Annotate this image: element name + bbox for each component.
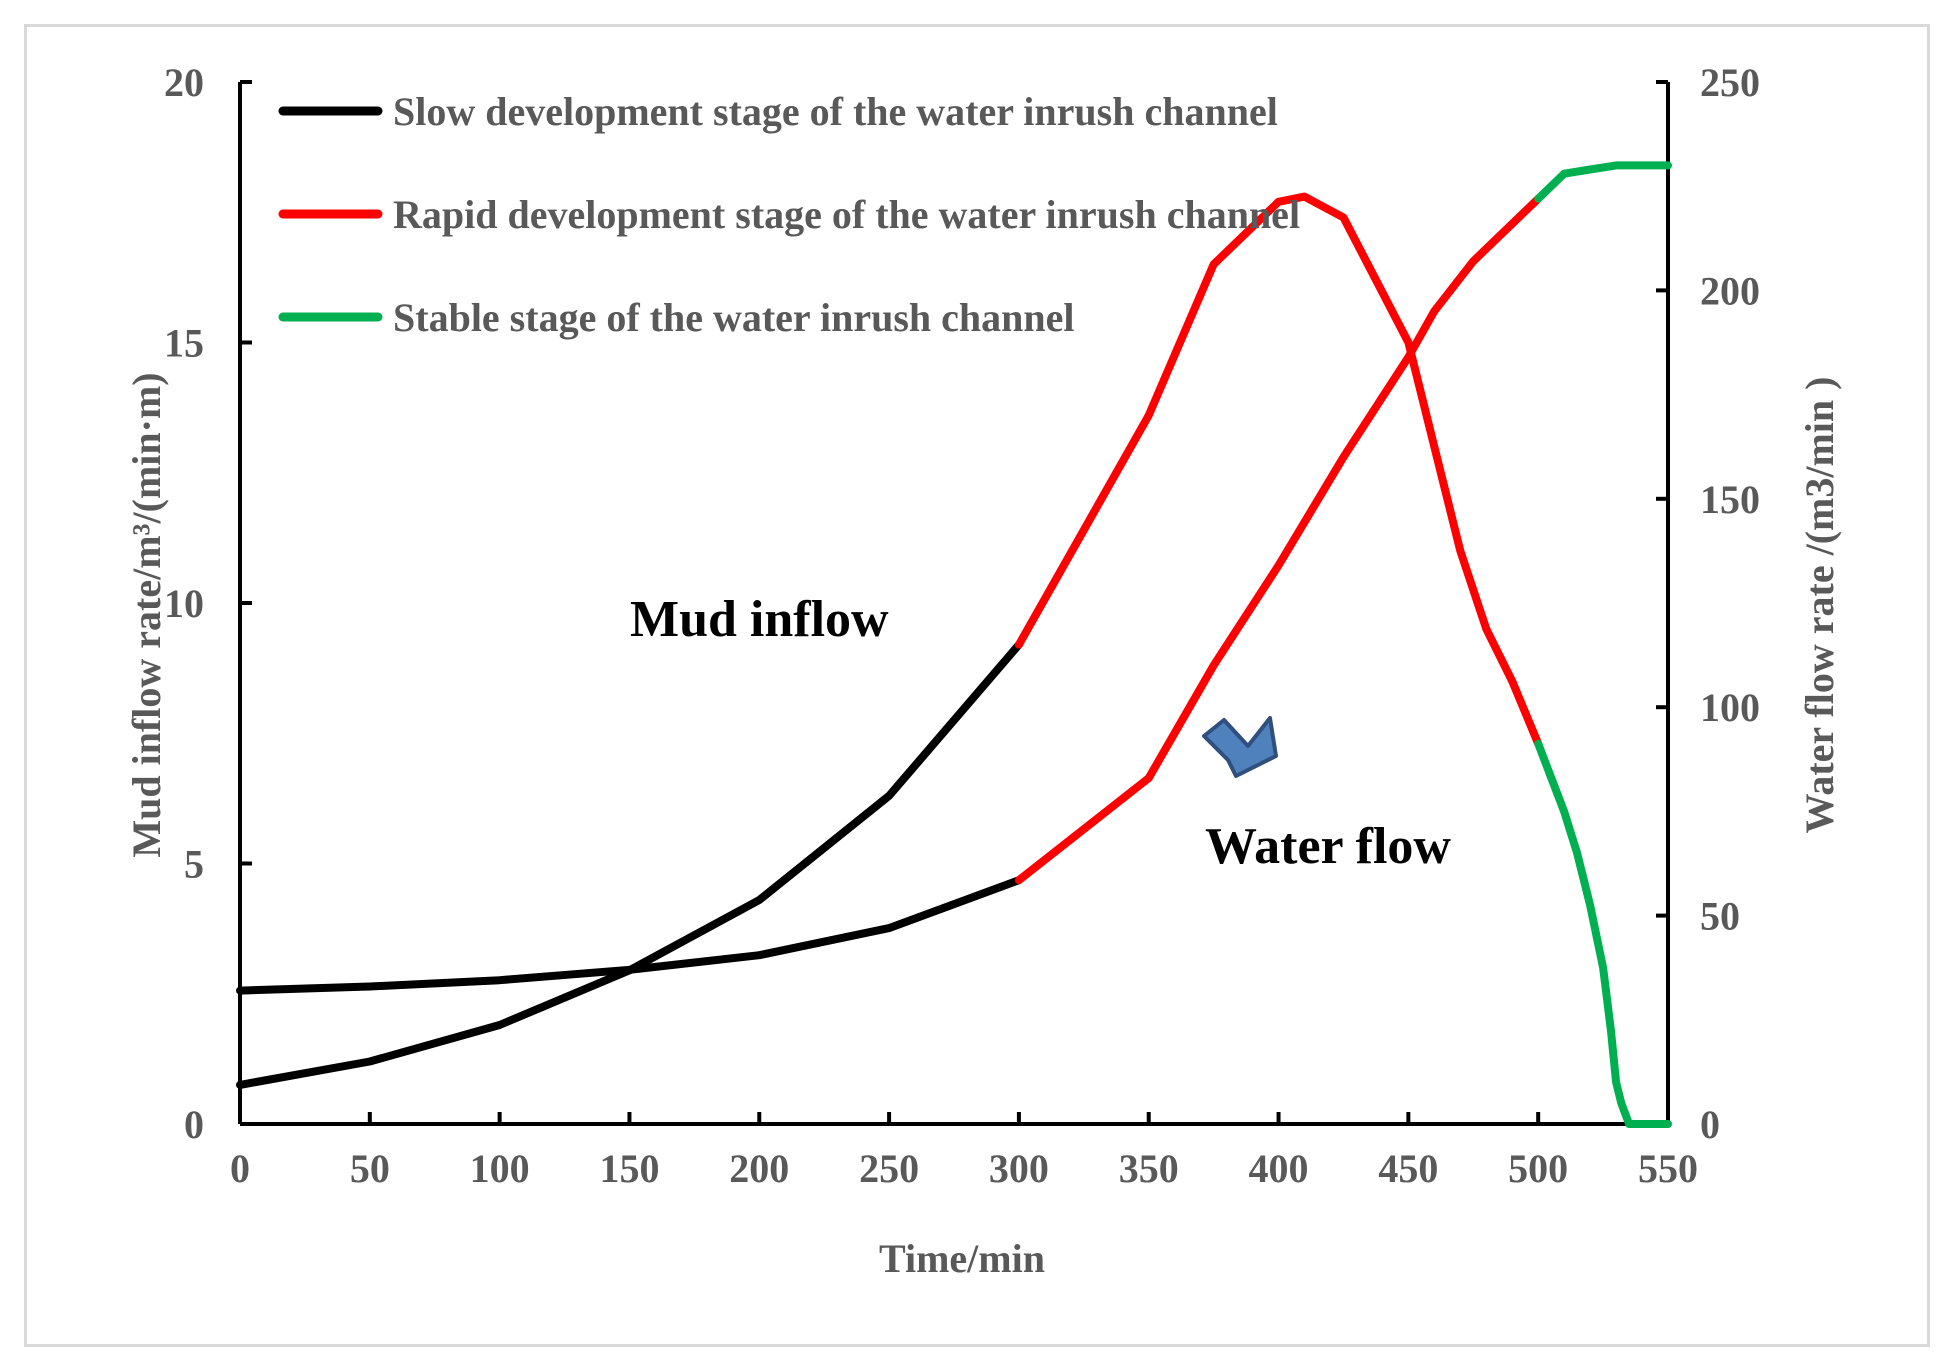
legend: Slow development stage of the water inru… [278, 89, 1300, 340]
y-left-tick-label: 15 [164, 321, 204, 366]
x-tick-label: 450 [1378, 1146, 1438, 1191]
x-tick-label: 100 [470, 1146, 530, 1191]
y-left-tick-label: 0 [184, 1102, 204, 1147]
x-tick-label: 0 [230, 1146, 250, 1191]
y-left-tick-label: 5 [184, 842, 204, 887]
water-flow-segment-stage-0 [236, 876, 1023, 995]
legend-label: Stable stage of the water inrush channel [393, 295, 1074, 340]
x-tick-label: 400 [1249, 1146, 1309, 1191]
y-right-tick-label: 0 [1700, 1102, 1720, 1147]
y-right-tick-label: 150 [1700, 477, 1760, 522]
y-right-tick-label: 50 [1700, 894, 1740, 939]
mud-inflow-annotation: Mud inflow [630, 591, 889, 648]
water-flow-segment-stage-2 [1534, 161, 1672, 203]
mud-inflow-segment-stage-2 [1534, 739, 1672, 1128]
x-tick-label: 250 [859, 1146, 919, 1191]
series-lines [236, 161, 1672, 1128]
x-tick-label: 150 [599, 1146, 659, 1191]
axes: 0 50 100 150 200 250 300 350 400 450 500 5500510152… [164, 60, 1760, 1191]
x-tick-label: 350 [1119, 1146, 1179, 1191]
mud-inflow-segment-stage-0 [236, 640, 1023, 1089]
legend-label: Rapid development stage of the water inr… [393, 192, 1300, 237]
chart-frame [24, 24, 1930, 1347]
arrow-icon [1202, 716, 1278, 778]
mud-inflow-segment-stage-1 [1014, 192, 1543, 748]
x-tick-label: 200 [729, 1146, 789, 1191]
y-left-tick-label: 20 [164, 60, 204, 105]
x-axis-title: Time/min [879, 1236, 1045, 1281]
x-tick-label: 550 [1638, 1146, 1698, 1191]
y-axis-right-title: Water flow rate /(m3/min ) [1797, 377, 1842, 834]
water-flow-segment-stage-1 [1014, 194, 1543, 885]
y-right-tick-label: 200 [1700, 268, 1760, 313]
water-flow-annotation: Water flow [1205, 818, 1451, 875]
y-right-tick-label: 250 [1700, 60, 1760, 105]
x-tick-label: 50 [350, 1146, 390, 1191]
legend-label: Slow development stage of the water inru… [393, 89, 1278, 134]
x-tick-label: 300 [989, 1146, 1049, 1191]
y-axis-left-title: Mud inflow rate/m³/(min·m) [124, 372, 169, 857]
y-right-tick-label: 100 [1700, 685, 1760, 730]
x-tick-label: 500 [1508, 1146, 1568, 1191]
y-left-tick-label: 10 [164, 581, 204, 626]
